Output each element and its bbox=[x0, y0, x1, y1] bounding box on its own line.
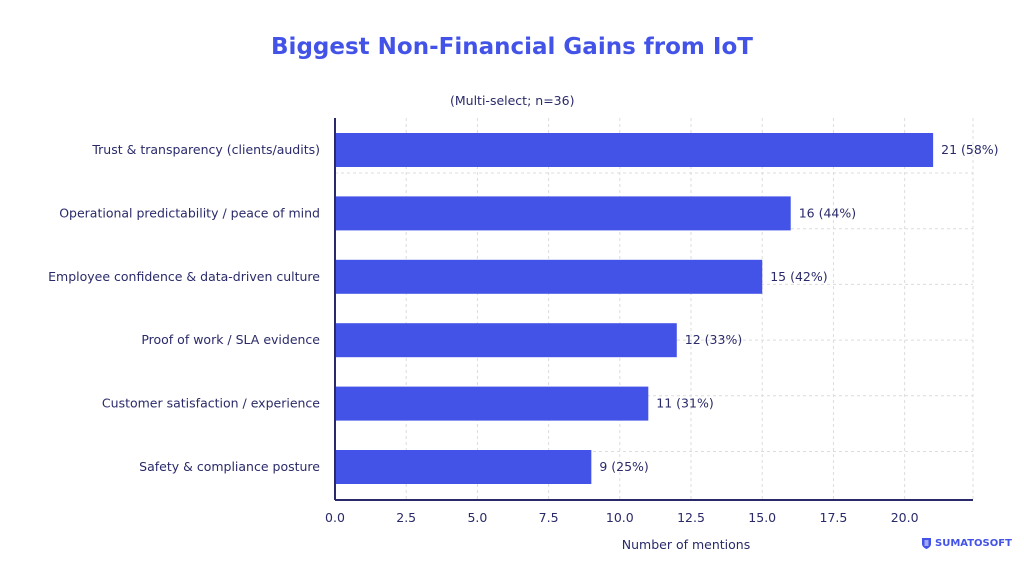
data-label: 11 (31%) bbox=[656, 396, 713, 411]
category-label: Safety & compliance posture bbox=[139, 459, 320, 474]
category-label: Operational predictability / peace of mi… bbox=[59, 205, 320, 220]
x-tick-label: 17.5 bbox=[820, 510, 848, 525]
x-tick-label: 7.5 bbox=[539, 510, 559, 525]
category-label: Employee confidence & data-driven cultur… bbox=[48, 269, 320, 284]
bar bbox=[335, 196, 791, 231]
chart-subtitle: (Multi-select; n=36) bbox=[450, 93, 575, 108]
sumatosoft-logo: SUMATOSOFT bbox=[921, 537, 1012, 549]
category-label: Customer satisfaction / experience bbox=[102, 396, 320, 411]
x-tick-label: 15.0 bbox=[748, 510, 776, 525]
bar bbox=[335, 386, 649, 421]
x-tick-label: 5.0 bbox=[467, 510, 487, 525]
shield-logo-icon bbox=[922, 538, 931, 549]
logo-text: SUMATOSOFT bbox=[935, 537, 1012, 549]
x-axis-label: Number of mentions bbox=[621, 537, 751, 552]
data-label: 21 (58%) bbox=[941, 142, 998, 157]
category-label: Proof of work / SLA evidence bbox=[141, 332, 320, 347]
x-tick-label: 0.0 bbox=[325, 510, 345, 525]
x-tick-label: 12.5 bbox=[677, 510, 705, 525]
chart-title: Biggest Non-Financial Gains from IoT bbox=[271, 34, 753, 60]
data-label: 9 (25%) bbox=[599, 459, 648, 474]
data-label: 12 (33%) bbox=[685, 332, 742, 347]
x-tick-label: 20.0 bbox=[891, 510, 919, 525]
bar bbox=[335, 323, 677, 358]
bar bbox=[335, 259, 763, 294]
bar bbox=[335, 133, 934, 167]
data-label: 16 (44%) bbox=[799, 205, 856, 220]
bar bbox=[335, 450, 592, 484]
x-tick-label: 2.5 bbox=[396, 510, 416, 525]
data-label: 15 (42%) bbox=[770, 269, 827, 284]
x-tick-label: 10.0 bbox=[606, 510, 634, 525]
category-label: Trust & transparency (clients/audits) bbox=[91, 142, 320, 157]
